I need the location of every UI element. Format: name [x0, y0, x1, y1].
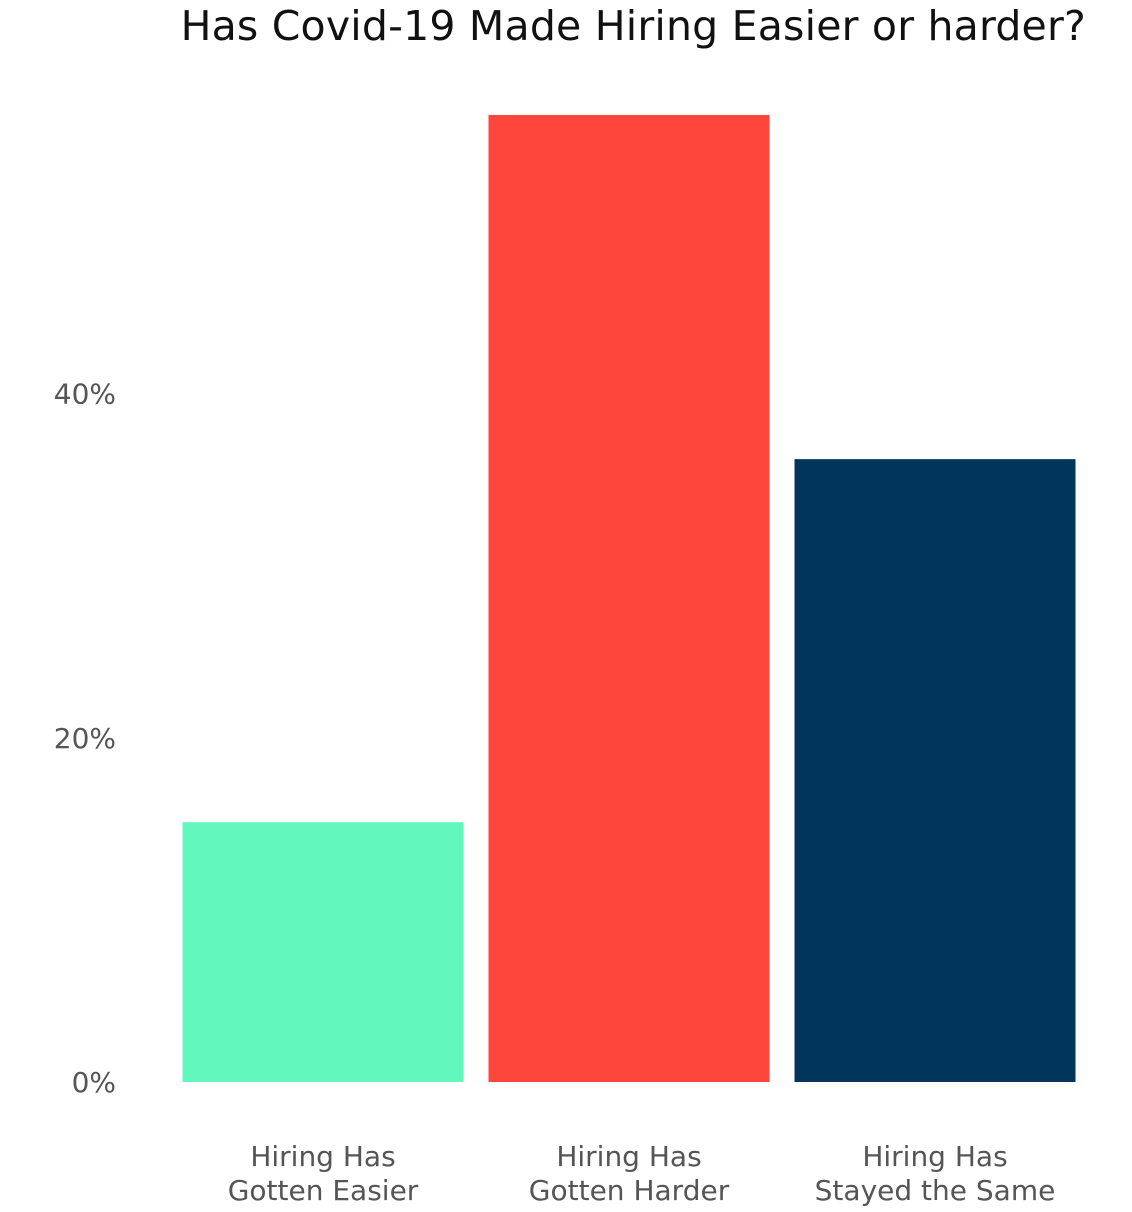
y-axis-ticks: 0% 20% 40% — [54, 378, 116, 1099]
x-tick-label-line: Hiring Has — [556, 1140, 701, 1173]
y-tick-label: 0% — [72, 1066, 116, 1099]
x-tick-label: Hiring Has Gotten Harder — [529, 1140, 730, 1207]
x-tick-label: Hiring Has Stayed the Same — [815, 1140, 1056, 1207]
x-tick-label: Hiring Has Gotten Easier — [228, 1140, 419, 1207]
x-tick-label-line: Gotten Easier — [228, 1174, 419, 1207]
chart-title: Has Covid-19 Made Hiring Easier or harde… — [180, 2, 1086, 50]
x-tick-label-line: Stayed the Same — [815, 1174, 1056, 1207]
bar-3 — [794, 459, 1076, 1082]
x-tick-label-line: Hiring Has — [250, 1140, 395, 1173]
bar-1 — [182, 822, 464, 1082]
y-tick-label: 20% — [54, 722, 116, 755]
y-tick-label: 40% — [54, 378, 116, 411]
bars — [182, 115, 1076, 1082]
x-tick-label-line: Hiring Has — [862, 1140, 1007, 1173]
x-tick-label-line: Gotten Harder — [529, 1174, 730, 1207]
bar-2 — [488, 115, 770, 1082]
